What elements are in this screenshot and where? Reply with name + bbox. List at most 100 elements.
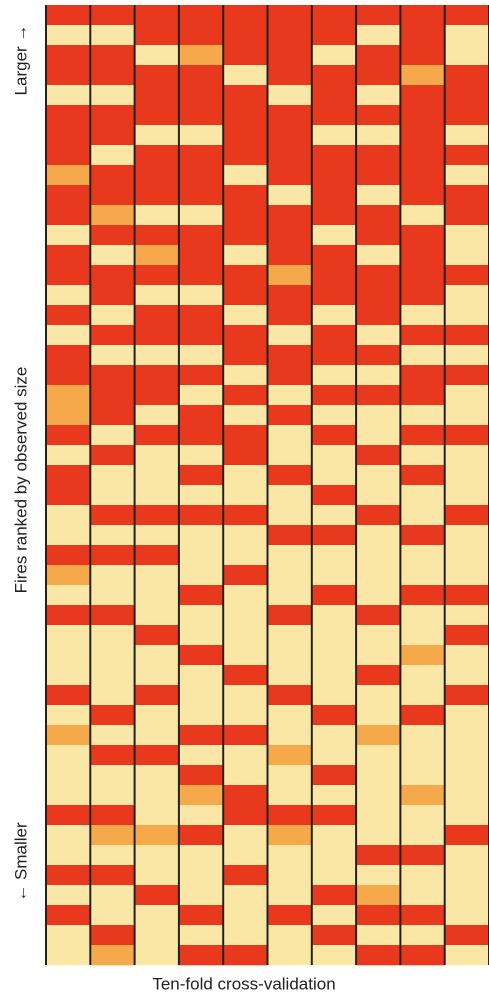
cell [444, 165, 489, 186]
cell [223, 225, 268, 246]
cell [134, 265, 179, 286]
cell [400, 545, 445, 566]
cell [400, 245, 445, 266]
cell [134, 745, 179, 766]
cell [400, 625, 445, 646]
cell [46, 125, 91, 146]
cell [46, 945, 91, 966]
cell [267, 565, 312, 586]
cell [90, 485, 135, 506]
cell [178, 485, 224, 506]
cell [267, 885, 312, 906]
cell [400, 565, 445, 586]
cell [356, 665, 401, 686]
cell [46, 745, 91, 766]
cell [444, 5, 489, 26]
cell [311, 105, 357, 126]
cell [444, 305, 489, 326]
cell [311, 5, 357, 26]
cell [223, 325, 268, 346]
cell [178, 245, 224, 266]
cell [444, 625, 489, 646]
cell [400, 225, 445, 246]
cell [444, 565, 489, 586]
cell [356, 445, 401, 466]
cell [444, 25, 489, 46]
cell [223, 45, 268, 66]
cell [444, 105, 489, 126]
cell [267, 685, 312, 706]
cell [178, 465, 224, 486]
cell [223, 385, 268, 406]
cell [400, 105, 445, 126]
cell [178, 45, 224, 66]
cell [356, 65, 401, 86]
cell [223, 465, 268, 486]
cell [223, 905, 268, 926]
cell [134, 485, 179, 506]
cell [311, 565, 357, 586]
cell [311, 385, 357, 406]
cell [356, 745, 401, 766]
cell [267, 325, 312, 346]
cell [46, 25, 91, 46]
cell [400, 945, 445, 966]
cell [90, 205, 135, 226]
cell [134, 325, 179, 346]
cell [134, 145, 179, 166]
cell [134, 85, 179, 106]
cell [444, 825, 489, 846]
cell [223, 425, 268, 446]
cell [311, 605, 357, 626]
cell [223, 405, 268, 426]
cell [444, 805, 489, 826]
cell [267, 945, 312, 966]
cell [356, 245, 401, 266]
cell [311, 425, 357, 446]
cell [400, 305, 445, 326]
cell [46, 845, 91, 866]
cell [134, 845, 179, 866]
cell [356, 465, 401, 486]
cell [178, 265, 224, 286]
cell [311, 85, 357, 106]
cell [178, 305, 224, 326]
cell [400, 805, 445, 826]
cell [134, 465, 179, 486]
cell [223, 845, 268, 866]
cell [444, 125, 489, 146]
cell [46, 505, 91, 526]
cell [90, 925, 135, 946]
cell [90, 505, 135, 526]
cell [444, 145, 489, 166]
cell [311, 725, 357, 746]
cell [134, 905, 179, 926]
cell [134, 665, 179, 686]
cell [46, 765, 91, 786]
cell [267, 505, 312, 526]
cell [267, 45, 312, 66]
cell [444, 605, 489, 626]
cell [267, 205, 312, 226]
cell [400, 425, 445, 446]
cell [134, 225, 179, 246]
cell [90, 5, 135, 26]
cell [223, 105, 268, 126]
cell [178, 225, 224, 246]
cell [90, 605, 135, 626]
cell [400, 885, 445, 906]
cell [267, 105, 312, 126]
cell [178, 365, 224, 386]
cell [46, 305, 91, 326]
cell [90, 805, 135, 826]
cell [178, 945, 224, 966]
cell [178, 685, 224, 706]
cell [90, 345, 135, 366]
cell [46, 365, 91, 386]
cell [311, 225, 357, 246]
cell [267, 825, 312, 846]
cell [46, 725, 91, 746]
cell [267, 285, 312, 306]
cell [356, 405, 401, 426]
